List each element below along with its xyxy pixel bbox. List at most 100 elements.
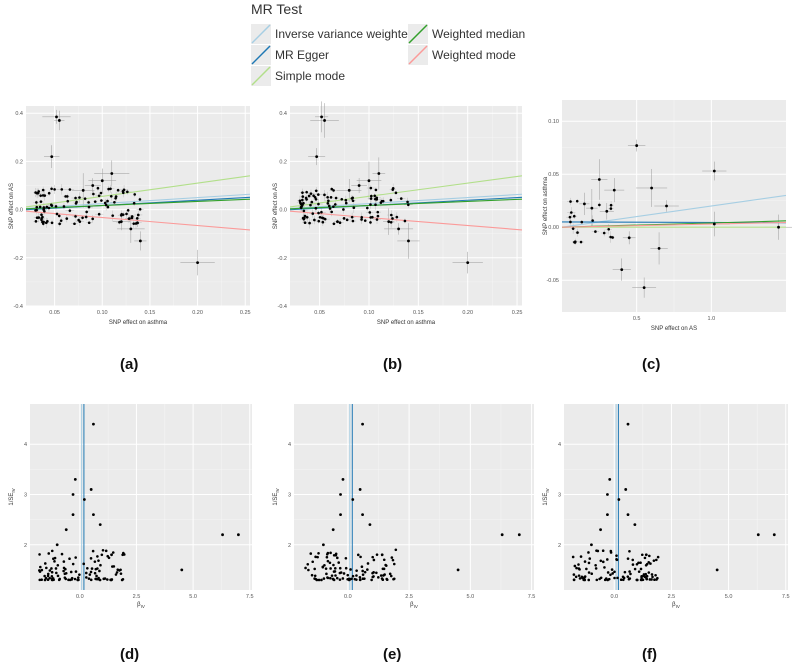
data-point <box>329 196 333 199</box>
data-point <box>335 576 339 580</box>
data-point <box>351 199 355 203</box>
data-point <box>45 566 48 570</box>
data-point <box>621 575 625 579</box>
data-point <box>134 222 138 225</box>
data-point <box>344 556 348 560</box>
data-point <box>577 567 581 570</box>
data-point <box>317 211 320 215</box>
data-point <box>358 576 362 579</box>
data-point <box>62 569 65 573</box>
data-point <box>221 533 224 537</box>
data-point <box>371 215 374 219</box>
data-point <box>381 567 385 571</box>
data-point <box>64 571 68 575</box>
data-point <box>68 209 72 212</box>
data-point <box>71 493 75 496</box>
data-point <box>312 194 315 198</box>
data-point <box>66 199 70 203</box>
y-tick-label: 0.0 <box>15 208 23 214</box>
data-point <box>92 422 95 426</box>
data-point <box>392 577 395 581</box>
data-point <box>314 189 318 193</box>
data-point <box>633 567 637 571</box>
data-point <box>611 572 614 575</box>
data-point <box>298 199 302 203</box>
data-point <box>585 567 588 571</box>
data-point <box>86 566 89 570</box>
chart-f-funnel: 0.0 2.5 5.0 7.5 2 3 4 βIV 1/SEIV <box>543 404 790 609</box>
y-tick-label: 4 <box>558 442 561 448</box>
data-point <box>599 576 603 580</box>
data-point <box>65 217 69 220</box>
data-point <box>89 578 93 582</box>
data-point <box>73 577 77 581</box>
x-tick-label: 5.0 <box>466 594 474 600</box>
data-point <box>74 202 78 205</box>
data-point <box>313 574 317 578</box>
data-point <box>712 222 716 226</box>
x-tick-label: 2.5 <box>133 594 141 600</box>
data-point <box>71 513 75 516</box>
data-point <box>341 577 345 580</box>
data-point <box>626 557 630 560</box>
x-tick-label: 0.0 <box>76 594 84 600</box>
data-point <box>44 576 48 580</box>
x-tick-label: 0.25 <box>240 310 251 316</box>
data-point <box>649 562 652 565</box>
data-point <box>73 478 77 481</box>
data-point <box>389 221 393 224</box>
caption-b: (b) <box>383 356 403 373</box>
x-tick-label: 0.10 <box>97 310 108 316</box>
data-point <box>572 214 576 218</box>
data-point <box>332 570 336 573</box>
data-point <box>583 575 587 578</box>
data-point <box>626 513 630 516</box>
data-point <box>599 559 603 563</box>
data-point <box>78 196 81 199</box>
data-point <box>325 553 329 556</box>
data-point <box>310 200 314 204</box>
data-point <box>640 576 643 580</box>
data-point <box>609 207 613 210</box>
data-point <box>48 569 52 572</box>
x-tick-label: 5.0 <box>725 594 733 600</box>
data-point <box>629 572 632 576</box>
data-point <box>100 199 103 202</box>
data-point <box>110 172 114 175</box>
data-point <box>313 218 316 222</box>
data-point <box>77 576 80 579</box>
data-point <box>599 528 602 532</box>
data-point <box>119 568 122 572</box>
data-point <box>332 189 335 192</box>
data-point <box>109 195 113 198</box>
data-point <box>59 219 63 222</box>
legend: MR Test Inverse variance weighted MR Egg… <box>245 0 545 92</box>
data-point <box>338 566 342 570</box>
data-point <box>126 209 130 212</box>
y-axis-label: SNP effect on AS <box>273 183 279 229</box>
data-point <box>314 577 318 581</box>
data-point <box>109 578 113 582</box>
legend-key-simple-mode <box>251 66 271 86</box>
data-point <box>38 553 41 556</box>
data-point <box>597 178 601 181</box>
data-point <box>500 533 504 537</box>
data-point <box>302 201 305 205</box>
data-point <box>316 555 319 559</box>
data-point <box>328 561 332 565</box>
data-point <box>40 568 44 572</box>
y-tick-label: 3 <box>558 492 561 498</box>
data-point <box>74 215 77 218</box>
data-point <box>715 568 719 572</box>
data-point <box>98 523 102 527</box>
data-point <box>360 215 364 219</box>
data-point <box>603 566 606 569</box>
data-point <box>609 203 613 207</box>
data-point <box>57 119 61 122</box>
data-point <box>577 574 581 577</box>
data-point <box>623 570 627 574</box>
data-point <box>91 217 95 221</box>
data-point <box>651 575 654 579</box>
data-point <box>344 198 348 202</box>
data-point <box>74 196 77 200</box>
